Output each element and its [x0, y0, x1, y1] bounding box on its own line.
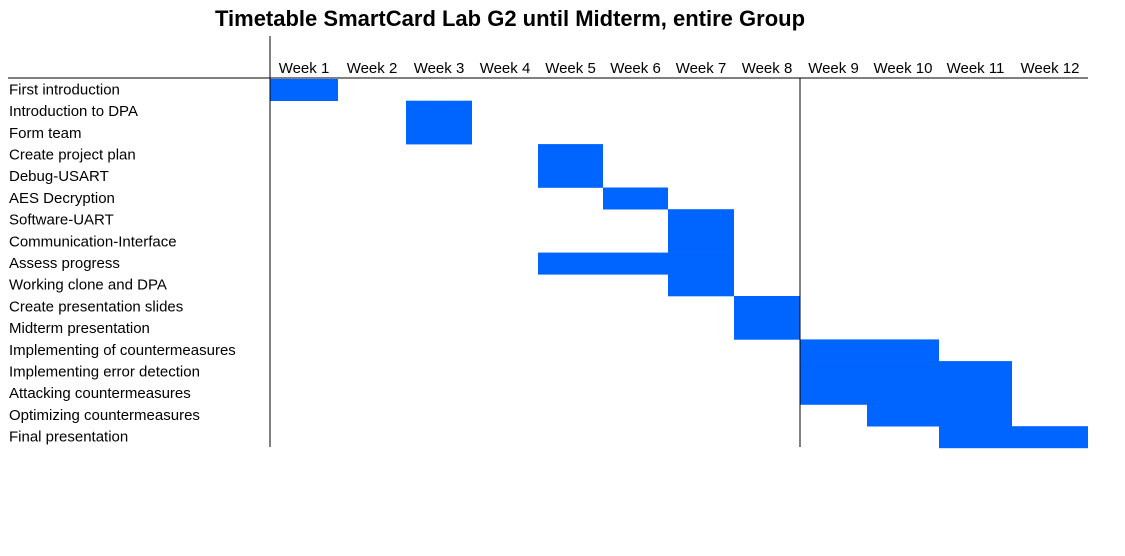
task-label: Implementing of countermeasures — [9, 342, 236, 359]
task-bar — [538, 144, 603, 167]
week-label: Week 9 — [808, 60, 859, 77]
task-bar — [800, 361, 1012, 384]
task-label: Final presentation — [9, 429, 128, 446]
week-axis: Week 1 Week 2 Week 3 Week 4 Week 5 Week 6 Week… — [279, 60, 1080, 77]
task-bar — [734, 296, 800, 318]
week-label: Week 5 — [545, 60, 596, 77]
task-bar — [939, 426, 1088, 449]
task-label: Create project plan — [9, 146, 136, 163]
task-bar — [406, 100, 472, 123]
chart-title: Timetable SmartCard Lab G2 until Midterm… — [214, 6, 806, 31]
task-label: Form team — [9, 125, 82, 142]
task-label: Software-UART — [9, 212, 114, 229]
task-axis: First introduction Introduction to DPA For… — [9, 81, 236, 445]
week-label: Week 7 — [676, 60, 727, 77]
task-bar — [734, 317, 800, 340]
task-label: Create presentation slides — [9, 298, 183, 315]
week-label: Week 11 — [947, 60, 1005, 77]
task-bar — [668, 274, 734, 297]
week-label: Week 2 — [347, 60, 398, 77]
week-label: Week 12 — [1021, 60, 1080, 77]
task-label: Optimizing countermeasures — [9, 407, 200, 424]
task-bar — [406, 122, 472, 145]
task-bar — [800, 339, 939, 362]
task-label: First introduction — [9, 81, 120, 98]
task-bar — [538, 165, 603, 188]
task-bar — [270, 79, 338, 101]
axis-lines — [8, 36, 1088, 447]
week-label: Week 6 — [610, 60, 661, 77]
task-label: Working clone and DPA — [9, 277, 167, 294]
task-label: Communication-Interface — [9, 233, 177, 250]
task-label: Attacking countermeasures — [9, 385, 191, 402]
week-label: Week 10 — [874, 60, 933, 77]
task-bar — [668, 209, 734, 232]
week-label: Week 8 — [742, 60, 793, 77]
task-label: AES Decryption — [9, 190, 115, 207]
task-label: Introduction to DPA — [9, 103, 138, 120]
task-bar — [668, 230, 734, 253]
task-label: Assess progress — [9, 255, 120, 272]
week-label: Week 1 — [279, 60, 330, 77]
week-label: Week 4 — [480, 60, 531, 77]
task-bars — [270, 79, 1088, 449]
task-bar — [538, 252, 734, 275]
task-label: Midterm presentation — [9, 320, 150, 337]
task-bar — [603, 187, 668, 210]
task-bar — [867, 404, 1012, 427]
task-label: Debug-USART — [9, 168, 109, 185]
week-label: Week 3 — [414, 60, 465, 77]
task-label: Implementing error detection — [9, 363, 200, 380]
task-bar — [800, 382, 1012, 405]
